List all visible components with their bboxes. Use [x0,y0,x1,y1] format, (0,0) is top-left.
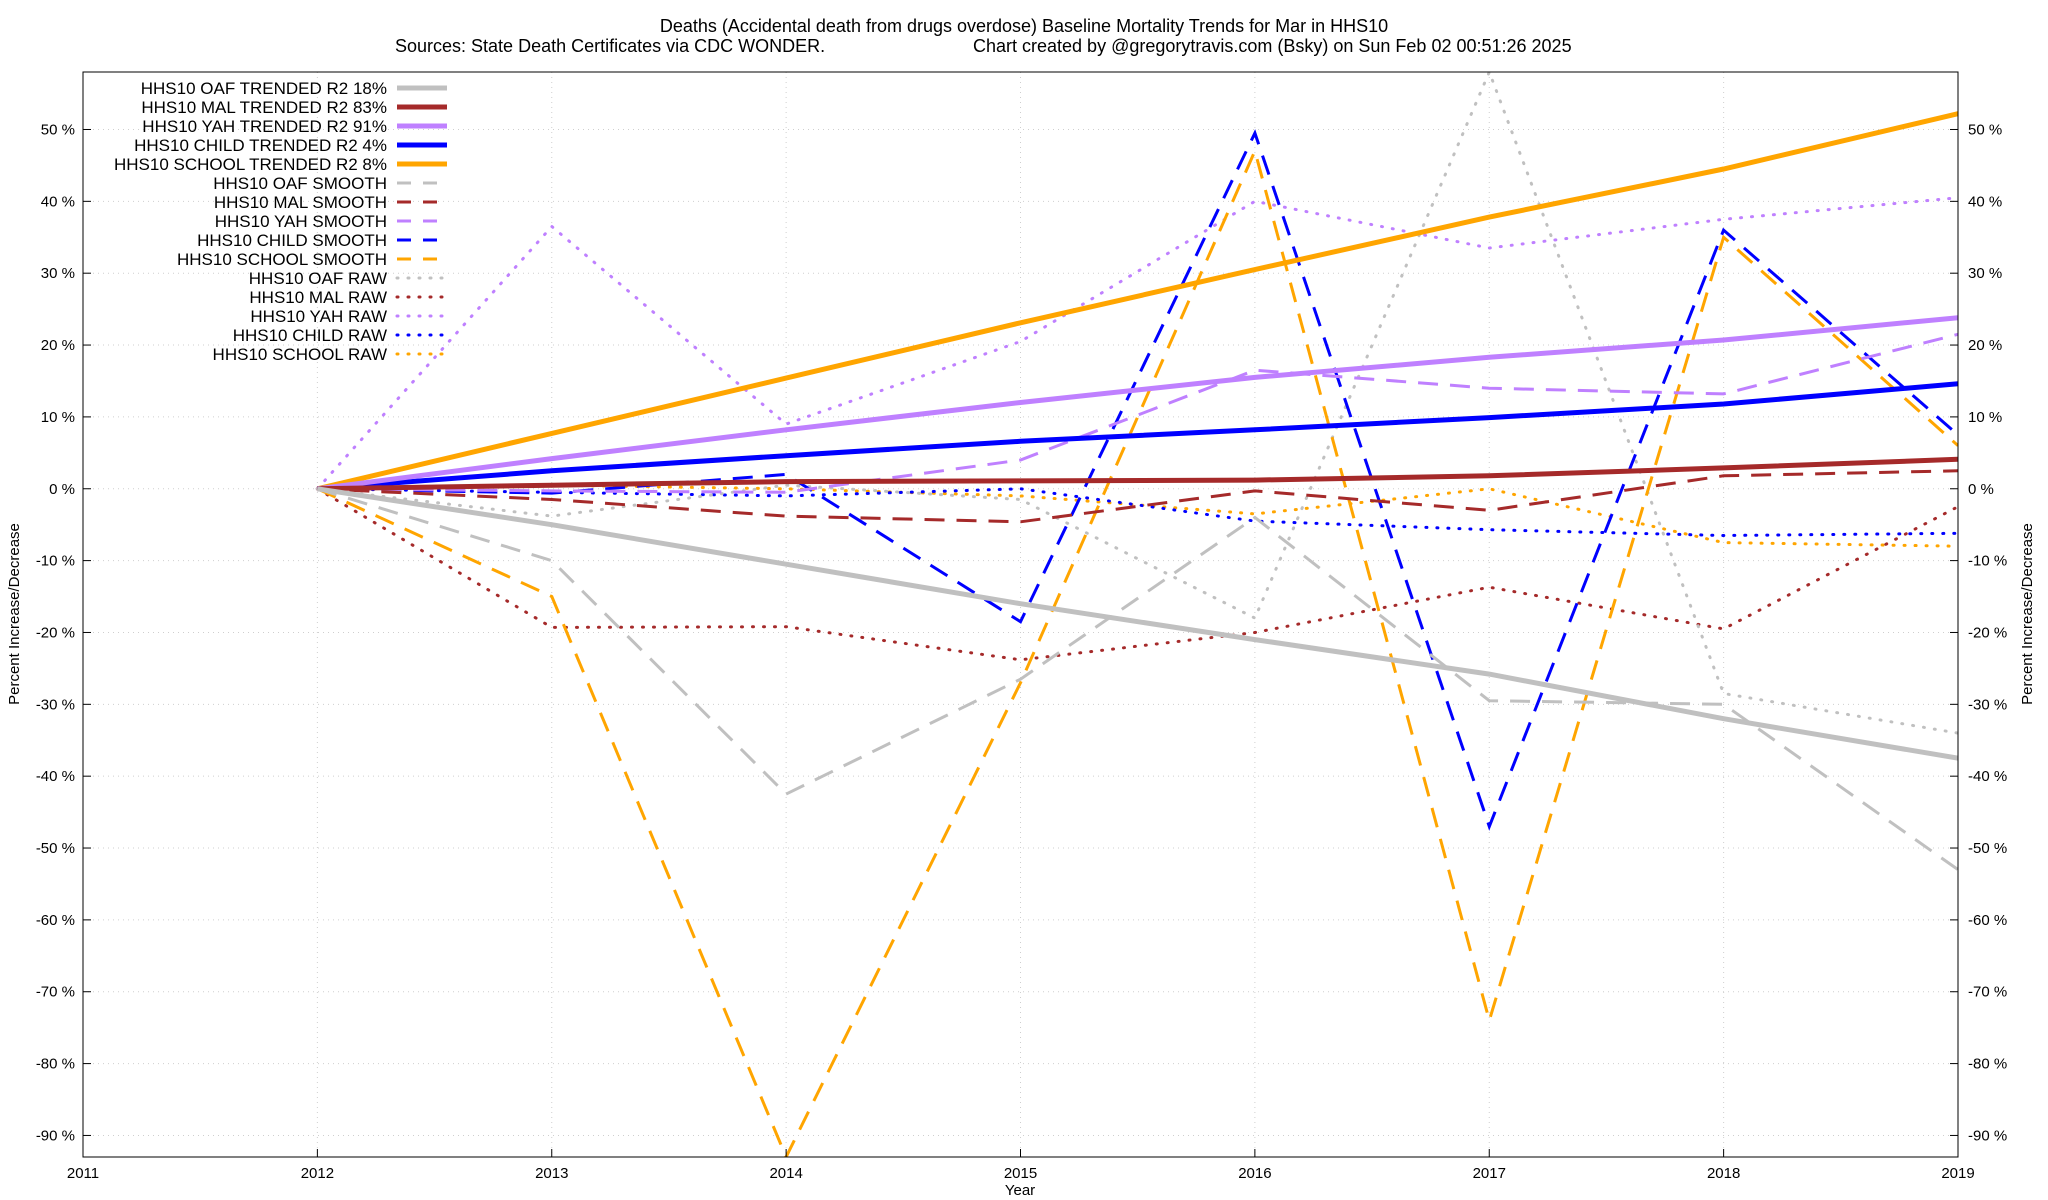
legend-label: HHS10 OAF RAW [249,269,387,288]
series-line-hhs10-oaf-raw [315,72,1958,735]
legend-label: HHS10 SCHOOL TRENDED R2 8% [114,155,387,174]
y-tick-label-right: -80 % [1968,1056,2007,1073]
y-tick-label: 50 % [41,121,75,138]
series-line-hhs10-oaf-trended-r2-18 [317,486,1958,761]
y-tick-label-right: -60 % [1968,912,2007,929]
legend-label: HHS10 OAF SMOOTH [213,174,387,193]
series-line-hhs10-school-trended-r2-8 [316,111,1958,492]
y-tick-label-right: -40 % [1968,768,2007,785]
y-tick-label-right: 40 % [1968,193,2002,210]
y-tick-label: 40 % [41,193,75,210]
y-tick-label: -60 % [36,912,75,929]
axis-ticks: 2011 2012 2013 2014 2015 2016 2017 2018 2019 50 %… [36,121,2007,1182]
legend-label: HHS10 SCHOOL RAW [213,345,387,364]
y-tick-label: -20 % [36,624,75,641]
series-lines [315,72,1958,1157]
legend-label: HHS10 CHILD RAW [233,326,387,345]
series-line-hhs10-mal-trended-r2-83 [317,456,1958,492]
legend-label: HHS10 MAL SMOOTH [214,193,387,212]
series-line-hhs10-oaf-smooth [316,487,1958,871]
y-tick-label: -30 % [36,696,75,713]
legend: HHS10 OAF TRENDED R2 18%HHS10 MAL TRENDE… [114,79,449,364]
y-tick-label-right: -50 % [1968,840,2007,857]
series-line-hhs10-yah-raw [315,196,1958,491]
y-axis-label-right: Percent Increase/Decrease [2019,523,2036,705]
y-tick-label-right: 50 % [1968,121,2002,138]
y-tick-label: 0 % [49,481,75,498]
y-tick-label-right: -90 % [1968,1127,2007,1144]
y-tick-label-right: 10 % [1968,409,2002,426]
series-line-hhs10-school-smooth [316,146,1958,1157]
legend-label: HHS10 CHILD TRENDED R2 4% [134,136,387,155]
legend-label: HHS10 CHILD SMOOTH [197,231,387,250]
x-tick-label: 2012 [301,1165,334,1182]
legend-label: HHS10 OAF TRENDED R2 18% [141,79,387,98]
y-tick-label: -80 % [36,1056,75,1073]
y-tick-label-right: -30 % [1968,696,2007,713]
y-tick-label: -90 % [36,1127,75,1144]
series-line-hhs10-yah-trended-r2-91 [317,315,1958,492]
y-tick-label: -70 % [36,984,75,1001]
chart-subtitle-credit: Chart created by @gregorytravis.com (Bsk… [973,36,1572,56]
x-tick-label: 2013 [535,1165,568,1182]
y-tick-label-right: -70 % [1968,984,2007,1001]
x-tick-label: 2017 [1473,1165,1506,1182]
x-tick-label: 2014 [769,1165,802,1182]
chart-title: Deaths (Accidental death from drugs over… [660,16,1388,36]
legend-label: HHS10 YAH SMOOTH [215,212,387,231]
y-tick-label-right: -20 % [1968,624,2007,641]
y-tick-label-right: 30 % [1968,265,2002,282]
y-tick-label: 10 % [41,409,75,426]
y-tick-label: -40 % [36,768,75,785]
y-tick-label-right: 0 % [1968,481,1994,498]
x-axis-label: Year [1005,1182,1035,1199]
y-tick-label-right: 20 % [1968,337,2002,354]
legend-label: HHS10 YAH RAW [250,307,387,326]
x-tick-label: 2015 [1004,1165,1037,1182]
legend-label: HHS10 MAL RAW [249,288,387,307]
x-tick-label: 2011 [67,1165,99,1182]
y-tick-label: 20 % [41,337,75,354]
x-tick-label: 2019 [1941,1165,1974,1182]
y-tick-label-right: -10 % [1968,553,2007,570]
legend-label: HHS10 YAH TRENDED R2 91% [142,117,387,136]
legend-label: HHS10 MAL TRENDED R2 83% [141,98,387,117]
series-line-hhs10-child-trended-r2-4 [317,381,1958,492]
chart-subtitle-sources: Sources: State Death Certificates via CD… [395,36,825,56]
y-tick-label: 30 % [41,265,75,282]
series-line-hhs10-mal-smooth [317,469,1958,524]
y-axis-label-left: Percent Increase/Decrease [6,523,23,705]
y-tick-label: -50 % [36,840,75,857]
x-tick-label: 2016 [1238,1165,1271,1182]
series-line-hhs10-yah-smooth [317,332,1958,494]
legend-label: HHS10 SCHOOL SMOOTH [177,250,387,269]
y-tick-label: -10 % [36,553,75,570]
series-line-hhs10-school-raw [315,483,1958,548]
x-tick-label: 2018 [1707,1165,1740,1182]
